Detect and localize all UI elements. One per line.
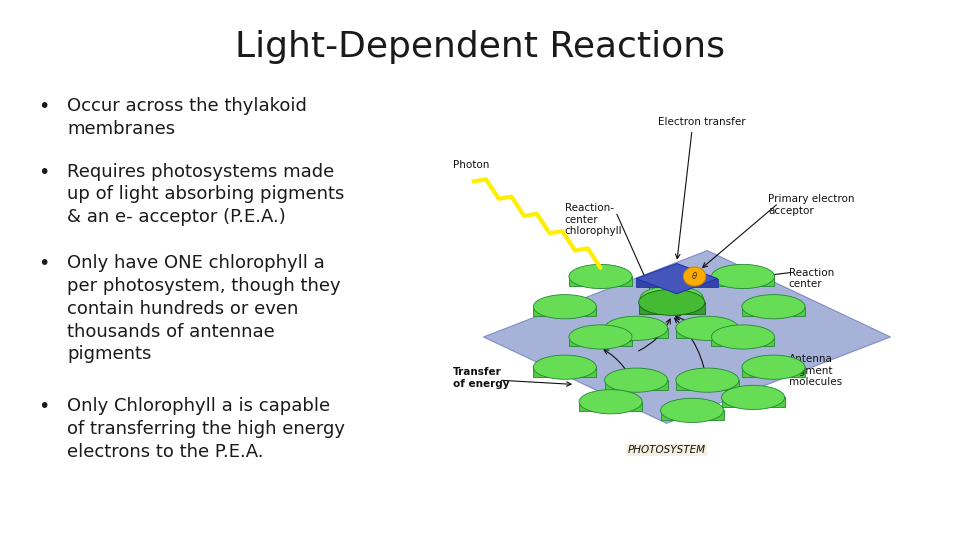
Text: θ: θ xyxy=(692,272,697,281)
Ellipse shape xyxy=(711,265,775,288)
Text: •: • xyxy=(38,254,50,273)
Ellipse shape xyxy=(534,295,596,319)
Text: •: • xyxy=(38,97,50,116)
Ellipse shape xyxy=(676,368,739,392)
Polygon shape xyxy=(711,337,775,347)
Ellipse shape xyxy=(722,386,784,409)
Text: Requires photosystems made
up of light absorbing pigments
& an e- acceptor (P.E.: Requires photosystems made up of light a… xyxy=(67,163,345,226)
Polygon shape xyxy=(534,307,596,316)
Ellipse shape xyxy=(742,295,805,319)
Polygon shape xyxy=(636,264,717,294)
Ellipse shape xyxy=(605,316,667,340)
Text: •: • xyxy=(38,397,50,416)
Polygon shape xyxy=(676,380,739,390)
Ellipse shape xyxy=(534,355,596,379)
Polygon shape xyxy=(484,251,891,423)
Text: Primary electron
acceptor: Primary electron acceptor xyxy=(768,194,855,216)
Polygon shape xyxy=(722,397,784,407)
Text: Light-Dependent Reactions: Light-Dependent Reactions xyxy=(235,30,725,64)
Polygon shape xyxy=(636,279,717,287)
Polygon shape xyxy=(742,367,805,377)
Text: Only have ONE chlorophyll a
per photosystem, though they
contain hundreds or eve: Only have ONE chlorophyll a per photosys… xyxy=(67,254,341,363)
Polygon shape xyxy=(579,402,642,411)
Text: Antenna
pigment
molecules: Antenna pigment molecules xyxy=(789,354,842,387)
Text: Transfer
of energy: Transfer of energy xyxy=(453,367,510,389)
Polygon shape xyxy=(605,328,667,338)
Ellipse shape xyxy=(569,325,632,349)
Text: Only Chlorophyll a is capable
of transferring the high energy
electrons to the P: Only Chlorophyll a is capable of transfe… xyxy=(67,397,346,461)
Polygon shape xyxy=(534,367,596,377)
Ellipse shape xyxy=(711,325,775,349)
Text: Photon: Photon xyxy=(453,160,490,170)
Text: •: • xyxy=(38,163,50,181)
Ellipse shape xyxy=(579,390,642,414)
Ellipse shape xyxy=(676,316,739,340)
Polygon shape xyxy=(638,302,705,314)
Ellipse shape xyxy=(742,355,805,379)
Polygon shape xyxy=(742,307,805,316)
Polygon shape xyxy=(640,298,704,308)
Polygon shape xyxy=(605,380,667,390)
Polygon shape xyxy=(569,276,632,286)
Polygon shape xyxy=(676,328,739,338)
Text: Reaction
center: Reaction center xyxy=(789,268,834,289)
Circle shape xyxy=(684,267,706,286)
Text: Occur across the thylakoid
membranes: Occur across the thylakoid membranes xyxy=(67,97,307,138)
Text: Reaction-
center
chlorophyll: Reaction- center chlorophyll xyxy=(564,203,622,236)
Ellipse shape xyxy=(569,265,632,288)
Ellipse shape xyxy=(638,289,705,315)
Polygon shape xyxy=(711,276,775,286)
Text: Electron transfer: Electron transfer xyxy=(659,117,746,127)
Polygon shape xyxy=(569,337,632,347)
Text: PHOTOSYSTEM: PHOTOSYSTEM xyxy=(628,445,706,455)
Ellipse shape xyxy=(660,399,724,422)
Ellipse shape xyxy=(640,286,704,310)
Ellipse shape xyxy=(605,368,667,392)
Polygon shape xyxy=(660,410,724,420)
